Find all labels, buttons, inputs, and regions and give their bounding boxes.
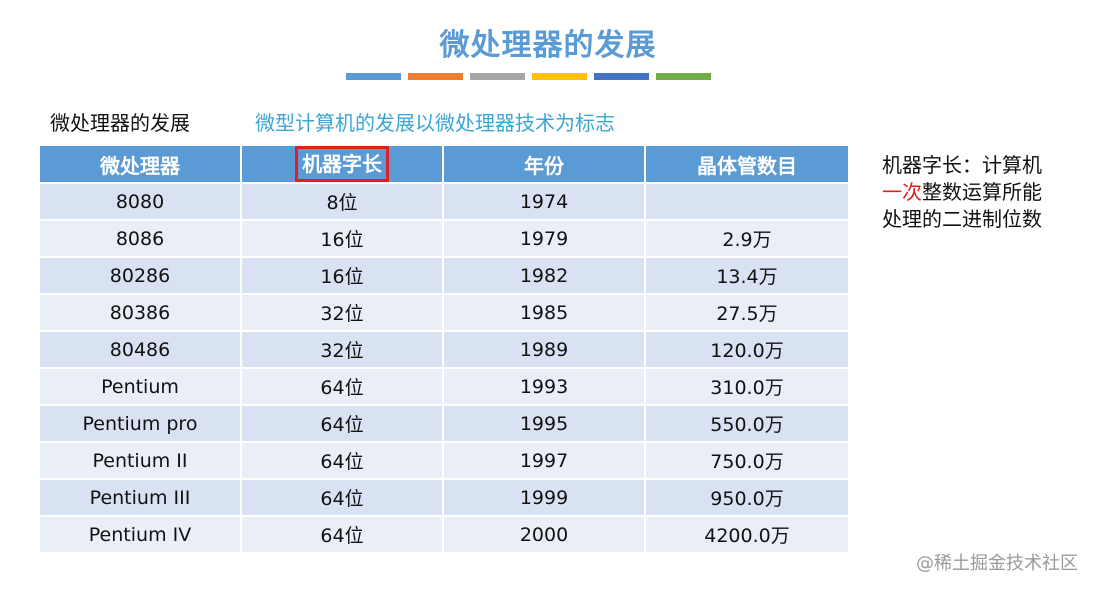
cell-year: 1974 [443,183,646,221]
cell-processor: Pentium [40,368,242,406]
cell-year: 1999 [443,479,646,517]
color-bar-strip [346,73,711,80]
color-bar [470,73,525,80]
color-bar [594,73,649,80]
cell-transistor-count: 550.0万 [645,405,850,443]
note-line: 一次整数运算所能 [882,179,1082,206]
table-header-row: 微处理器 机器字长 年份 晶体管数目 [40,146,850,184]
cell-processor: Pentium pro [40,405,242,443]
table-row: Pentium II 64位 1997 750.0万 [40,442,850,480]
highlighted-header-word-length: 机器字长 [295,146,389,182]
cell-year: 1979 [443,220,646,258]
cell-transistor-count: 27.5万 [645,294,850,332]
cell-word-length: 64位 [241,479,444,517]
table-row: 80286 16位 1982 13.4万 [40,257,850,295]
color-bar [656,73,711,80]
table-row: 8086 16位 1979 2.9万 [40,220,850,258]
cell-processor: Pentium III [40,479,242,517]
watermark: @稀土掘金技术社区 [916,553,1078,574]
cell-year: 1995 [443,405,646,443]
note-line: 处理的二进制位数 [882,207,1042,231]
cell-word-length: 8位 [241,183,444,221]
cell-processor: 80486 [40,331,242,369]
side-note: 机器字长：计算机 一次整数运算所能 处理的二进制位数 [882,152,1082,233]
header-transistor-count: 晶体管数目 [645,146,850,184]
cell-transistor-count: 13.4万 [645,257,850,295]
cell-processor: 8080 [40,183,242,221]
table-row: Pentium 64位 1993 310.0万 [40,368,850,406]
section-label: 微处理器的发展 [50,111,190,135]
header-word-length: 机器字长 [241,146,444,184]
cell-word-length: 16位 [241,220,444,258]
cell-transistor-count: 2.9万 [645,220,850,258]
cell-year: 2000 [443,516,646,554]
note-line: 机器字长：计算机 [882,153,1042,177]
cell-transistor-count: 750.0万 [645,442,850,480]
cell-year: 1993 [443,368,646,406]
table-row: 80486 32位 1989 120.0万 [40,331,850,369]
cell-processor: 80286 [40,257,242,295]
cell-processor: Pentium II [40,442,242,480]
cell-word-length: 32位 [241,331,444,369]
cell-year: 1985 [443,294,646,332]
cell-word-length: 32位 [241,294,444,332]
page-title: 微处理器的发展 [439,28,657,63]
note-highlight: 一次 [882,180,922,204]
color-bar [346,73,401,80]
cell-transistor-count: 310.0万 [645,368,850,406]
cell-transistor-count: 4200.0万 [645,516,850,554]
cell-year: 1989 [443,331,646,369]
cell-word-length: 64位 [241,442,444,480]
cell-transistor-count [645,183,850,221]
cell-year: 1982 [443,257,646,295]
cell-year: 1997 [443,442,646,480]
cell-word-length: 64位 [241,368,444,406]
cell-word-length: 16位 [241,257,444,295]
table-row: Pentium pro 64位 1995 550.0万 [40,405,850,443]
cell-transistor-count: 120.0万 [645,331,850,369]
note-text: 整数运算所能 [922,180,1042,204]
cell-processor: Pentium IV [40,516,242,554]
cell-transistor-count: 950.0万 [645,479,850,517]
section-description: 微型计算机的发展以微处理器技术为标志 [255,111,615,135]
color-bar [532,73,587,80]
cell-word-length: 64位 [241,516,444,554]
cell-word-length: 64位 [241,405,444,443]
microprocessor-table: 微处理器 机器字长 年份 晶体管数目 8080 8位 1974 8086 16位 1979… [40,146,850,554]
table-row: 8080 8位 1974 [40,183,850,221]
color-bar [408,73,463,80]
header-year: 年份 [443,146,646,184]
table-row: 80386 32位 1985 27.5万 [40,294,850,332]
table-row: Pentium IV 64位 2000 4200.0万 [40,516,850,554]
header-processor: 微处理器 [40,146,242,184]
cell-processor: 80386 [40,294,242,332]
cell-processor: 8086 [40,220,242,258]
table-row: Pentium III 64位 1999 950.0万 [40,479,850,517]
